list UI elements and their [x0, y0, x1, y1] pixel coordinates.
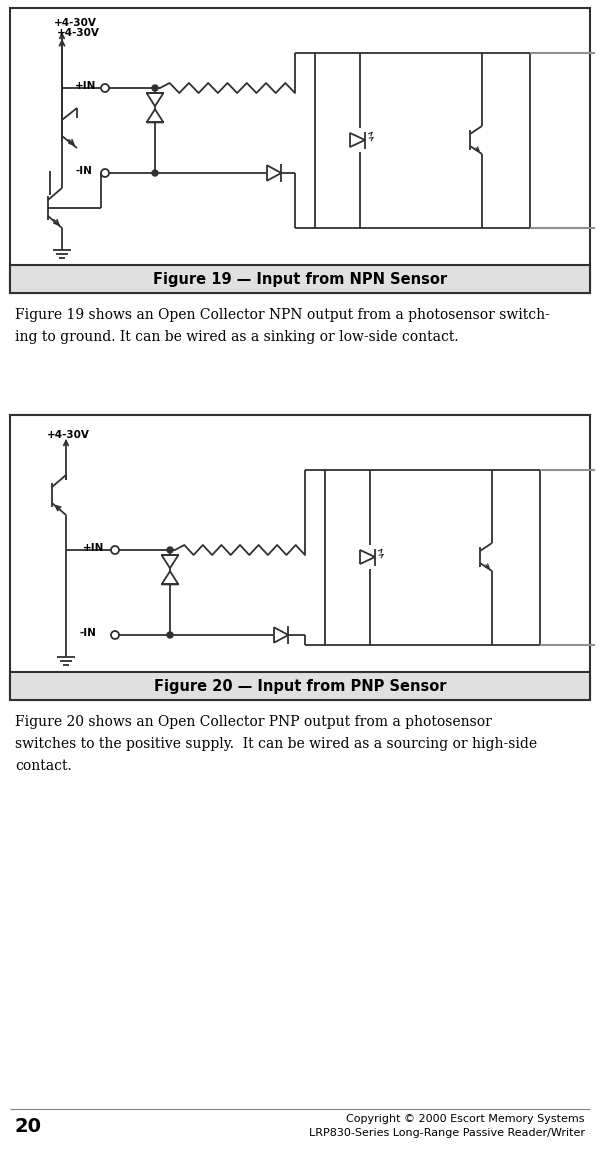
Bar [10, 265, 590, 294]
Text: Copyright © 2000 Escort Memory Systems: Copyright © 2000 Escort Memory Systems [347, 1114, 585, 1125]
Text: Figure 20 — Input from PNP Sensor: Figure 20 — Input from PNP Sensor [154, 678, 446, 694]
Circle shape [101, 84, 109, 92]
Text: ing to ground. It can be wired as a sinking or low-side contact.: ing to ground. It can be wired as a sink… [15, 330, 458, 344]
Text: LRP830-Series Long-Range Passive Reader/Writer: LRP830-Series Long-Range Passive Reader/… [309, 1128, 585, 1138]
Bar [10, 8, 590, 294]
Text: switches to the positive supply.  It can be wired as a sourcing or high-side: switches to the positive supply. It can … [15, 737, 537, 750]
Text: Figure 20 shows an Open Collector PNP output from a photosensor: Figure 20 shows an Open Collector PNP ou… [15, 715, 492, 729]
Bar [325, 470, 540, 645]
Text: -IN: -IN [80, 628, 97, 638]
Circle shape [111, 631, 119, 639]
Text: +4-30V: +4-30V [57, 28, 100, 38]
Circle shape [167, 547, 173, 552]
Text: contact.: contact. [15, 759, 72, 773]
Circle shape [152, 85, 158, 91]
Text: -IN: -IN [75, 166, 92, 176]
Circle shape [111, 546, 119, 554]
Circle shape [167, 632, 173, 638]
Text: +4-30V: +4-30V [47, 430, 90, 440]
Bar [10, 672, 590, 700]
Bar [10, 416, 590, 700]
Bar [315, 53, 530, 228]
Circle shape [152, 170, 158, 176]
Text: +4-30V: +4-30V [54, 18, 97, 28]
Text: Figure 19 shows an Open Collector NPN output from a photosensor switch-: Figure 19 shows an Open Collector NPN ou… [15, 308, 550, 322]
Text: Figure 19 — Input from NPN Sensor: Figure 19 — Input from NPN Sensor [153, 272, 447, 287]
Text: +IN: +IN [75, 81, 97, 91]
Circle shape [101, 169, 109, 177]
Text: +IN: +IN [83, 543, 104, 552]
Text: 20: 20 [15, 1116, 42, 1136]
